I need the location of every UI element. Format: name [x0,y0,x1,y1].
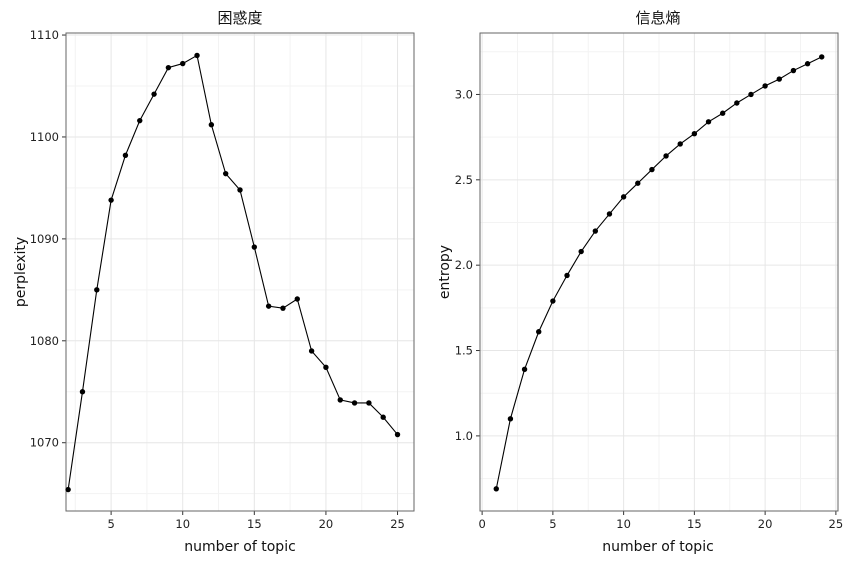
perplexity-chart-data-point [351,400,358,406]
entropy-chart-data-point [776,76,782,82]
entropy-chart-data-point [578,248,584,255]
perplexity-chart-data-point [165,64,172,71]
entropy-chart-data-point [493,486,499,492]
perplexity-chart-y-tick-label: 1070 [30,436,59,450]
entropy-chart-data-point [748,91,754,98]
entropy-chart-x-axis-label: number of topic [602,539,714,555]
entropy-chart-title: 信息熵 [635,9,680,27]
perplexity-chart-data-point [122,152,129,159]
entropy-chart-data-point [606,211,613,217]
entropy-chart: 信息熵 number of topic entropy 0 5 10 15 20 25 1.… [437,9,843,555]
entropy-chart-data-point [790,67,797,74]
entropy-chart-x-tick-label: 0 [478,517,485,531]
entropy-chart-y-tick-label: 2.0 [455,258,473,272]
entropy-chart-data-point [564,272,570,279]
perplexity-chart-data-point [151,91,157,97]
perplexity-chart-data-point [65,486,71,493]
entropy-chart-x-tick-label: 5 [549,517,556,531]
perplexity-chart-data-point [337,397,343,403]
entropy-chart-data-point [691,131,698,137]
entropy-chart-y-tick-label: 3.0 [455,87,473,101]
perplexity-chart-data-point [208,122,215,128]
perplexity-chart-y-tick-label: 1090 [30,232,59,246]
entropy-chart-data-point [663,153,669,159]
entropy-chart-x-tick-label: 25 [829,517,844,531]
entropy-chart-data-point [649,166,655,173]
entropy-chart-y-axis-label: entropy [437,245,453,299]
entropy-chart-data-point [620,194,627,200]
entropy-chart-data-point [705,119,712,125]
perplexity-chart-x-tick-label: 15 [247,517,262,531]
entropy-chart-data-point [507,416,514,422]
perplexity-chart: 困惑度 number of topic perplexity 5 10 15 20 25… [13,9,415,555]
perplexity-chart-plot-border [65,32,415,512]
perplexity-chart-data-point [108,197,114,203]
entropy-chart-x-tick-label: 20 [758,517,773,531]
perplexity-chart-data-point [366,400,372,406]
perplexity-chart-data-point [380,414,386,420]
entropy-chart-y-tick-label: 2.5 [455,173,473,187]
perplexity-chart-data-point [180,60,186,67]
perplexity-chart-data-point [194,52,200,59]
perplexity-chart-title: 困惑度 [217,9,262,27]
perplexity-chart-x-tick-label: 25 [390,517,405,531]
entropy-chart-y-tick-label: 1.5 [455,344,473,358]
perplexity-chart-data-point [323,364,329,370]
entropy-chart-data-point [819,54,825,60]
perplexity-chart-x-tick-label: 20 [319,517,334,531]
perplexity-chart-y-tick-label: 1110 [30,28,59,42]
entropy-chart-data-point [521,366,528,373]
perplexity-chart-x-axis-label: number of topic [184,539,296,555]
entropy-chart-x-tick-label: 15 [687,517,702,531]
entropy-chart-data-point [719,110,726,116]
perplexity-chart-data-point [280,305,286,311]
perplexity-chart-y-tick-label: 1080 [30,334,59,348]
perplexity-chart-x-tick-label: 10 [175,517,190,531]
perplexity-chart-data-point [251,244,258,250]
perplexity-chart-data-point [308,348,315,354]
perplexity-chart-data-point [294,296,300,302]
entropy-chart-data-point [635,180,641,186]
perplexity-chart-data-point [394,431,401,438]
entropy-chart-y-tick-label: 1.0 [455,429,473,443]
perplexity-chart-data-point [94,287,100,293]
entropy-chart-data-point [592,228,599,234]
entropy-chart-data-point [536,329,542,335]
perplexity-chart-y-axis-label: perplexity [13,237,29,307]
perplexity-chart-x-tick-label: 5 [107,517,114,531]
perplexity-chart-data-point [79,389,86,395]
perplexity-chart-series-line [67,54,398,490]
entropy-chart-data-point [734,100,740,106]
perplexity-chart-data-point [222,170,229,177]
perplexity-chart-data-point [237,187,243,193]
entropy-chart-data-point [804,61,811,67]
perplexity-chart-y-tick-label: 1100 [30,130,59,144]
entropy-chart-x-tick-label: 10 [616,517,631,531]
perplexity-chart-data-point [137,117,143,124]
entropy-chart-data-point [550,298,556,304]
entropy-chart-plot-border [479,32,839,512]
perplexity-chart-data-point [265,303,272,309]
entropy-chart-data-point [677,141,683,147]
entropy-chart-data-point [762,83,768,89]
